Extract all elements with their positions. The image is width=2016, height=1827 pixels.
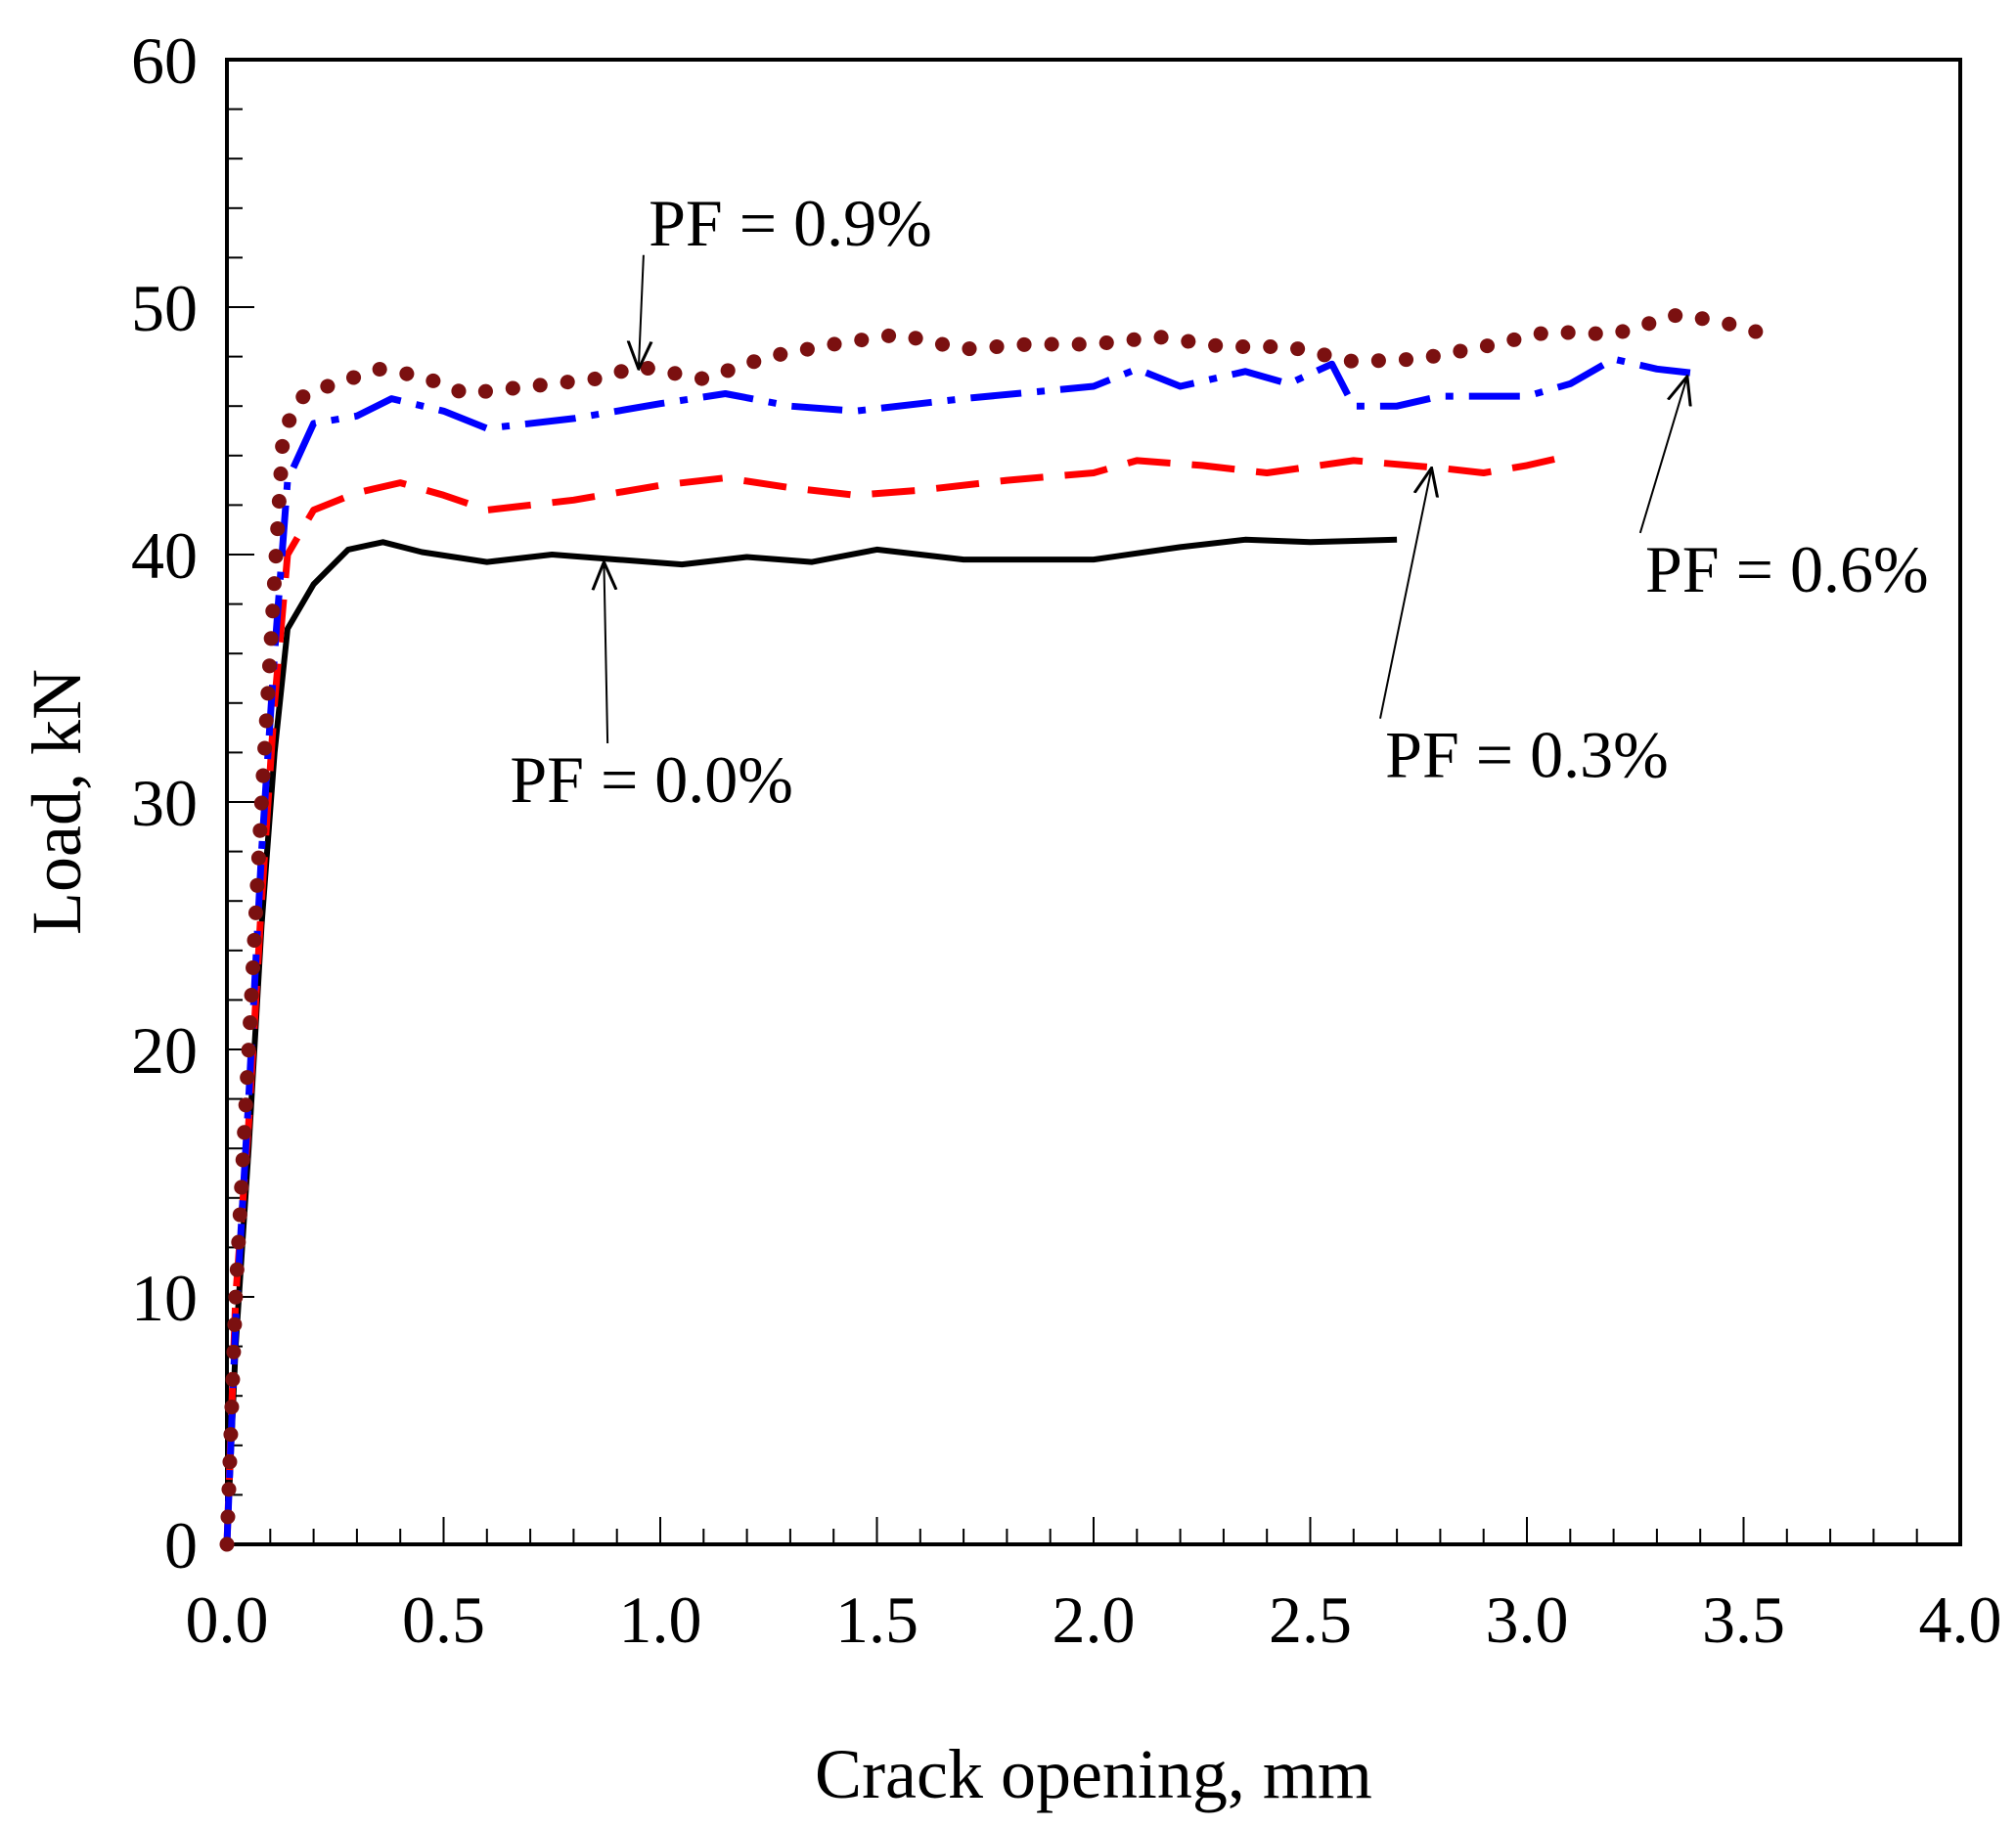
series-group bbox=[219, 307, 1773, 1552]
y-tick-label: 50 bbox=[131, 271, 198, 345]
annotation-label: PF = 0.9% bbox=[649, 186, 932, 260]
annotation-arrow bbox=[1379, 468, 1432, 719]
y-tick-label: 60 bbox=[131, 23, 198, 98]
labels-group: 0.0 0.5 1.0 1.5 2.0 2.5 3.0 3.5 4.0 0 10 20 30 40 50 60 bbox=[131, 23, 2002, 1657]
x-tick-label: 2.5 bbox=[1269, 1582, 1352, 1657]
series-line-pf-09 bbox=[219, 307, 1773, 1552]
annotations-group: PF = 0.9% PF = 0.6% PF = 0.3% PF = 0.0% bbox=[510, 186, 1928, 817]
series-line-pf-03 bbox=[223, 452, 1572, 1545]
x-tick-label: 0.5 bbox=[402, 1582, 485, 1657]
x-tick-label: 0.0 bbox=[186, 1582, 269, 1657]
plot-frame bbox=[225, 58, 1962, 1546]
y-tick-label: 30 bbox=[131, 766, 198, 840]
y-tick-label: 20 bbox=[131, 1013, 198, 1088]
y-tick-label: 0 bbox=[164, 1508, 198, 1582]
annotation-arrow bbox=[1638, 377, 1687, 534]
x-tick-label: 4.0 bbox=[1919, 1582, 2002, 1657]
x-tick-label: 3.0 bbox=[1486, 1582, 1569, 1657]
x-axis-title: Crack opening, mm bbox=[815, 1735, 1372, 1813]
x-tick-label: 1.0 bbox=[619, 1582, 702, 1657]
y-tick-label: 40 bbox=[131, 518, 198, 593]
annotation-label: PF = 0.6% bbox=[1645, 532, 1929, 606]
series-line-pf-06 bbox=[223, 355, 1701, 1545]
y-tick-label: 10 bbox=[131, 1261, 198, 1335]
annotation-label: PF = 0.3% bbox=[1385, 718, 1669, 792]
x-tick-label: 2.0 bbox=[1053, 1582, 1136, 1657]
x-tick-label: 1.5 bbox=[835, 1582, 918, 1657]
annotation-arrow bbox=[604, 562, 607, 744]
x-tick-label: 3.5 bbox=[1702, 1582, 1785, 1657]
y-axis-title: Load, kN bbox=[18, 669, 96, 935]
annotation-arrow bbox=[639, 254, 644, 370]
ticks-group bbox=[226, 59, 1961, 1545]
series-line-pf-00 bbox=[224, 536, 1398, 1545]
annotation-label: PF = 0.0% bbox=[510, 742, 793, 817]
